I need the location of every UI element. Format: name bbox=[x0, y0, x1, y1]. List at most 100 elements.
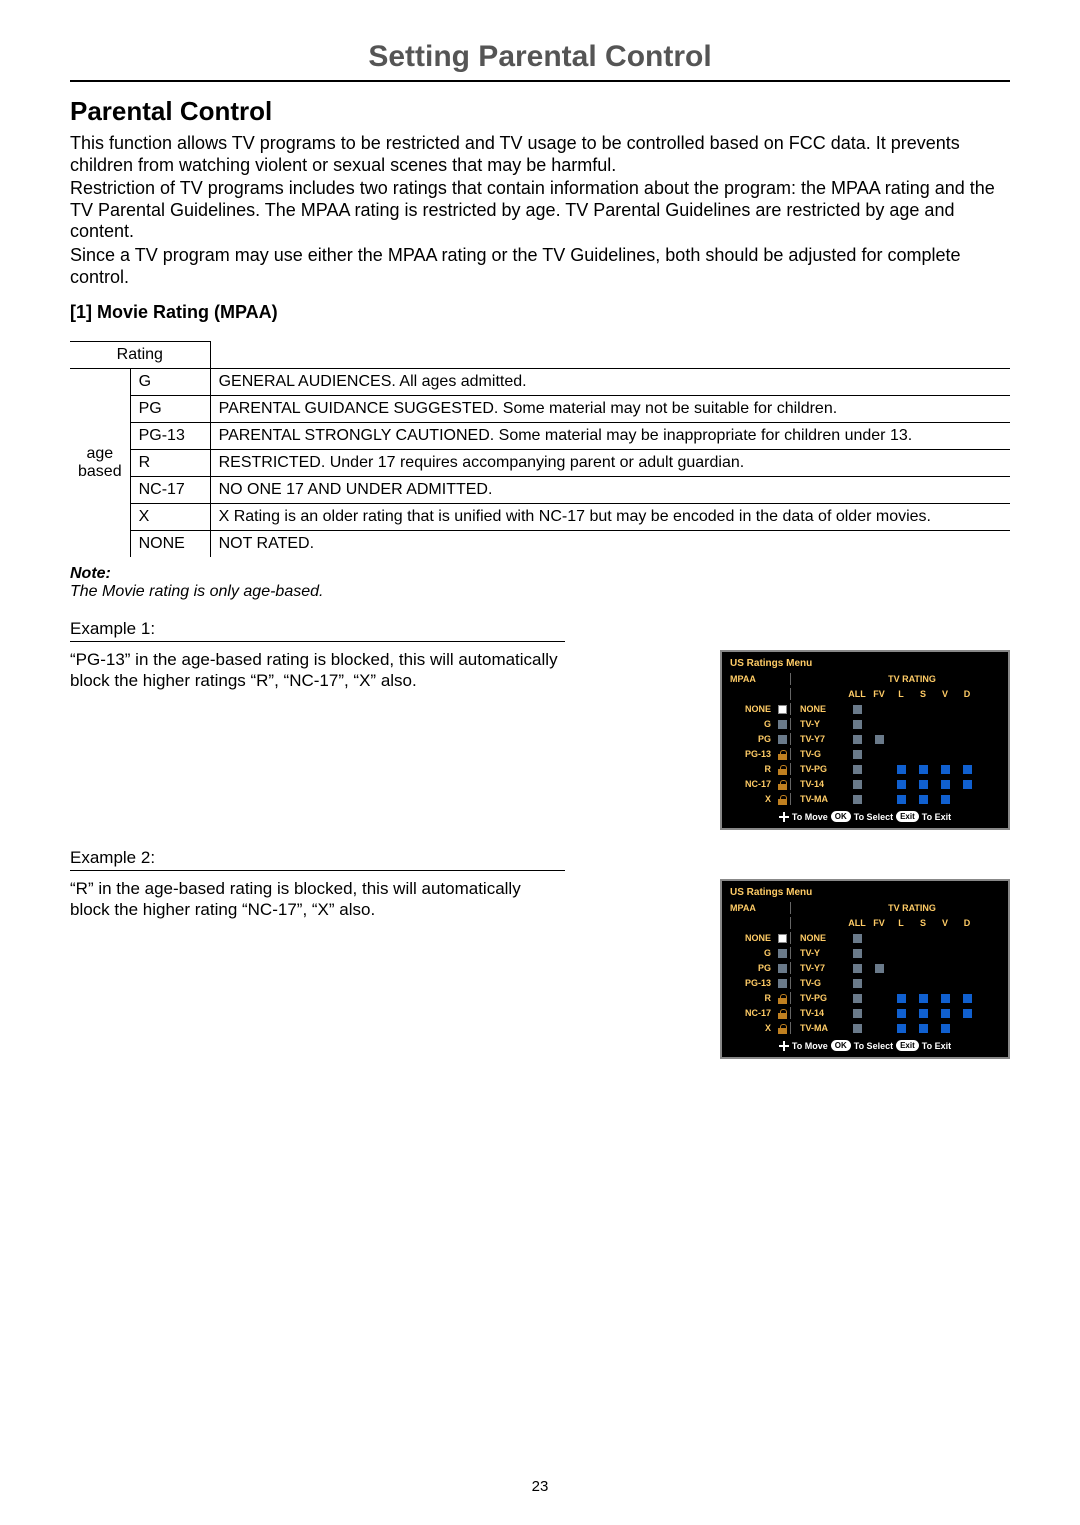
rating-code: G bbox=[130, 369, 210, 396]
box-icon bbox=[963, 994, 972, 1003]
rating-desc: NO ONE 17 AND UNDER ADMITTED. bbox=[210, 477, 1010, 504]
lock-icon bbox=[778, 795, 787, 804]
exit-pill: Exit bbox=[896, 1040, 919, 1051]
manual-page: Setting Parental Control Parental Contro… bbox=[0, 0, 1080, 1525]
mpaa-row-label: PG bbox=[728, 963, 774, 973]
exit-pill: Exit bbox=[896, 811, 919, 822]
osd-state-cell bbox=[956, 748, 978, 760]
box-icon bbox=[853, 949, 862, 958]
osd-state-cell bbox=[912, 778, 934, 790]
box-icon bbox=[778, 979, 787, 988]
box-icon bbox=[919, 1024, 928, 1033]
tvrating-header: TV RATING bbox=[846, 674, 978, 684]
box-icon bbox=[853, 964, 862, 973]
osd-state-cell bbox=[956, 1022, 978, 1034]
osd-state-cell bbox=[846, 703, 868, 715]
table-row: Rating bbox=[70, 342, 1010, 369]
osd-state-cell bbox=[956, 793, 978, 805]
osd-state-cell bbox=[934, 947, 956, 959]
box-icon bbox=[853, 720, 862, 729]
lock-icon bbox=[778, 994, 787, 1003]
ok-pill: OK bbox=[831, 811, 851, 822]
osd-state-cell bbox=[890, 992, 912, 1004]
osd-state-cell bbox=[846, 977, 868, 989]
table-row: PG PARENTAL GUIDANCE SUGGESTED. Some mat… bbox=[70, 396, 1010, 423]
osd-state-cell bbox=[774, 1022, 790, 1034]
mpaa-row-label: G bbox=[728, 719, 774, 729]
table-row: PG-13 PARENTAL STRONGLY CAUTIONED. Some … bbox=[70, 423, 1010, 450]
osd-state-cell bbox=[890, 778, 912, 790]
osd-state-cell bbox=[912, 718, 934, 730]
osd-footer-text: To Select bbox=[854, 812, 893, 822]
osd-state-cell bbox=[890, 1022, 912, 1034]
example-row: “R” in the age-based rating is blocked, … bbox=[70, 879, 1010, 1059]
osd-divider bbox=[790, 977, 800, 989]
page-number: 23 bbox=[0, 1478, 1080, 1495]
tv-col-header: ALL bbox=[846, 918, 868, 928]
note-text: The Movie rating is only age-based. bbox=[70, 583, 323, 600]
osd-state-cell bbox=[890, 962, 912, 974]
osd-state-cell bbox=[868, 718, 890, 730]
box-icon bbox=[853, 934, 862, 943]
box-icon bbox=[853, 994, 862, 1003]
osd-state-cell bbox=[890, 793, 912, 805]
osd-cell bbox=[800, 688, 846, 700]
lock-icon bbox=[778, 780, 787, 789]
osd-state-cell bbox=[774, 793, 790, 805]
mpaa-row-label: NC-17 bbox=[728, 779, 774, 789]
osd-state-cell bbox=[890, 748, 912, 760]
osd-state-cell bbox=[912, 977, 934, 989]
mpaa-row-label: X bbox=[728, 1023, 774, 1033]
mpaa-row-label: R bbox=[728, 764, 774, 774]
osd-state-cell bbox=[934, 718, 956, 730]
box-icon bbox=[897, 780, 906, 789]
osd-footer-text: To Exit bbox=[922, 1041, 951, 1051]
osd-state-cell bbox=[774, 748, 790, 760]
osd-state-cell bbox=[890, 763, 912, 775]
tv-row-label: TV-14 bbox=[800, 1008, 846, 1018]
rating-code: NONE bbox=[130, 531, 210, 558]
tv-row-label: TV-MA bbox=[800, 1023, 846, 1033]
note-label: Note: bbox=[70, 565, 111, 582]
osd-divider bbox=[790, 902, 800, 914]
box-icon bbox=[897, 795, 906, 804]
example-block: Example 1:“PG-13” in the age-based ratin… bbox=[70, 619, 1010, 830]
osd-footer-text: To Move bbox=[792, 812, 828, 822]
example-header: Example 1: bbox=[70, 619, 565, 642]
osd-cell bbox=[728, 917, 774, 929]
rating-code: PG-13 bbox=[130, 423, 210, 450]
table-row: R RESTRICTED. Under 17 requires accompan… bbox=[70, 450, 1010, 477]
osd-state-cell bbox=[846, 778, 868, 790]
tv-col-header: L bbox=[890, 918, 912, 928]
osd-state-cell bbox=[846, 962, 868, 974]
rating-desc: NOT RATED. bbox=[210, 531, 1010, 558]
rating-code: PG bbox=[130, 396, 210, 423]
osd-state-cell bbox=[774, 778, 790, 790]
box-icon bbox=[853, 795, 862, 804]
osd-state-cell bbox=[890, 1007, 912, 1019]
dpad-icon bbox=[779, 1041, 789, 1051]
osd-state-cell bbox=[774, 932, 790, 944]
osd-footer-text: To Select bbox=[854, 1041, 893, 1051]
osd-cell bbox=[800, 902, 846, 914]
box-icon bbox=[853, 780, 862, 789]
osd-title: US Ratings Menu bbox=[728, 885, 1002, 902]
osd-state-cell bbox=[912, 763, 934, 775]
osd-state-cell bbox=[912, 962, 934, 974]
box-icon bbox=[941, 780, 950, 789]
osd-state-cell bbox=[868, 748, 890, 760]
tv-col-header: L bbox=[890, 689, 912, 699]
osd-state-cell bbox=[890, 932, 912, 944]
tv-col-header: V bbox=[934, 918, 956, 928]
mpaa-row-label: PG bbox=[728, 734, 774, 744]
osd-state-cell bbox=[912, 1007, 934, 1019]
box-icon bbox=[941, 1009, 950, 1018]
osd-footer-text: To Move bbox=[792, 1041, 828, 1051]
osd-state-cell bbox=[890, 718, 912, 730]
box-icon bbox=[853, 765, 862, 774]
osd-state-cell bbox=[956, 703, 978, 715]
osd-divider bbox=[790, 1007, 800, 1019]
table-row: age based G GENERAL AUDIENCES. All ages … bbox=[70, 369, 1010, 396]
osd-cell bbox=[800, 917, 846, 929]
box-icon bbox=[778, 720, 787, 729]
